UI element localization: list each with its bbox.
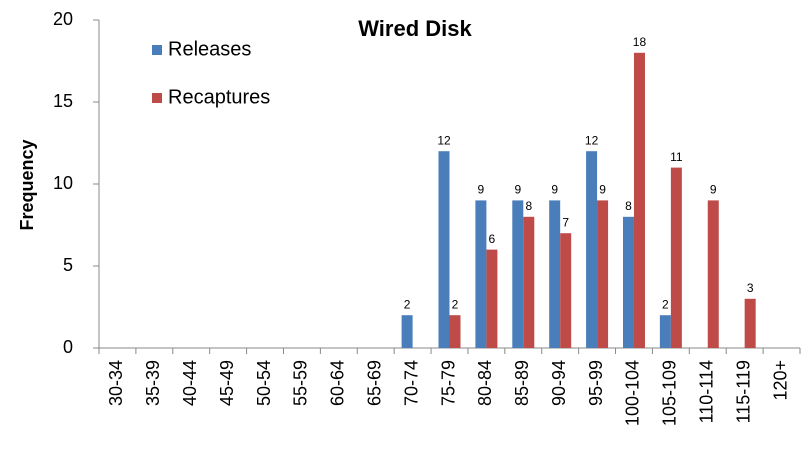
- data-label: 9: [599, 183, 606, 197]
- x-tick-label: 45-49: [217, 360, 237, 406]
- legend-label: Releases: [168, 38, 251, 60]
- bar: [707, 200, 719, 348]
- bar: [523, 216, 535, 348]
- bar: [549, 200, 561, 348]
- x-tick-label: 50-54: [254, 360, 274, 406]
- x-tick-label: 110-114: [697, 360, 717, 423]
- x-tick-label: 105-109: [660, 360, 680, 426]
- x-tick-label: 65-69: [364, 360, 384, 406]
- data-label: 8: [625, 199, 632, 213]
- data-label: 3: [747, 281, 754, 295]
- x-tick-label: 120+: [770, 360, 790, 401]
- data-label: 18: [633, 35, 647, 49]
- bar: [744, 298, 756, 348]
- x-tick-label: 60-64: [328, 360, 348, 406]
- x-tick-label: 35-39: [143, 360, 163, 406]
- bar: [401, 315, 413, 348]
- x-tick-label: 80-84: [475, 360, 495, 406]
- data-label: 9: [551, 183, 558, 197]
- x-tick-label: 75-79: [438, 360, 458, 406]
- bar: [438, 151, 450, 348]
- data-label: 2: [662, 297, 669, 311]
- y-tick-label: 15: [53, 91, 73, 111]
- x-tick-label: 90-94: [549, 360, 569, 406]
- data-label: 9: [514, 183, 521, 197]
- y-tick-label: 5: [63, 255, 73, 275]
- data-label: 11: [670, 150, 683, 164]
- bar: [597, 200, 609, 348]
- legend-label: Recaptures: [168, 86, 270, 108]
- data-label: 8: [525, 199, 532, 213]
- chart-title: Wired Disk: [358, 16, 472, 41]
- x-tick-label: 85-89: [512, 360, 532, 406]
- data-label: 12: [585, 133, 599, 147]
- bar: [475, 200, 487, 348]
- bar: [670, 167, 682, 348]
- data-label: 6: [489, 232, 496, 246]
- x-tick-label: 70-74: [401, 360, 421, 406]
- data-label: 9: [478, 183, 485, 197]
- y-tick-label: 20: [53, 9, 73, 29]
- data-label: 12: [437, 133, 451, 147]
- bar: [633, 52, 645, 349]
- bar: [486, 249, 498, 348]
- y-axis-label: Frequency: [17, 139, 37, 230]
- bar: [560, 233, 572, 348]
- legend-swatch: [152, 45, 162, 55]
- x-tick-label: 95-99: [586, 360, 606, 406]
- data-label: 2: [404, 297, 411, 311]
- y-tick-label: 10: [53, 173, 73, 193]
- x-tick-label: 55-59: [291, 360, 311, 406]
- bar: [622, 216, 634, 348]
- bar: [512, 200, 524, 348]
- data-label: 7: [562, 215, 569, 229]
- bar: [659, 315, 671, 348]
- bar: [586, 151, 598, 348]
- bar: [449, 315, 461, 348]
- x-tick-label: 100-104: [623, 360, 643, 426]
- legend-swatch: [152, 93, 162, 103]
- data-label: 2: [452, 297, 459, 311]
- x-tick-label: 40-44: [180, 360, 200, 406]
- x-tick-label: 115-119: [733, 360, 753, 423]
- x-tick-label: 30-34: [106, 360, 126, 406]
- data-label: 9: [710, 183, 717, 197]
- y-tick-label: 0: [63, 337, 73, 357]
